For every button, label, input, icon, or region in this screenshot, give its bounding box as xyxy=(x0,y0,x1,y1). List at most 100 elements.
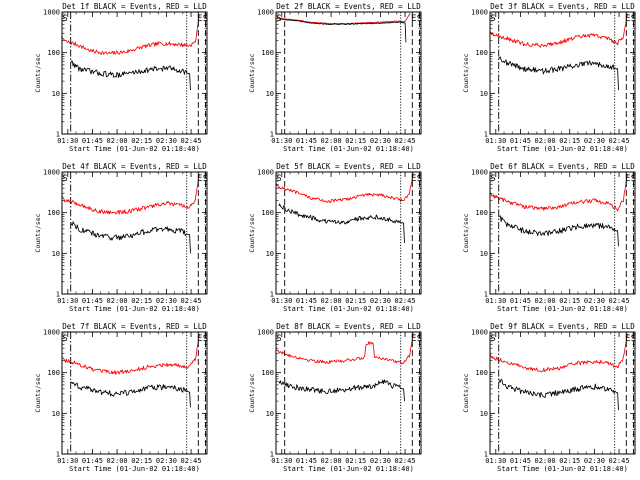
x-tick-label: 01:45 xyxy=(82,297,103,305)
chart-title: Det 5f BLACK = Events, RED = LLD xyxy=(276,162,421,171)
x-tick-label: 01:30 xyxy=(485,137,506,145)
y-tick-label: 1 xyxy=(56,291,60,299)
chart-title: Det 1f BLACK = Events, RED = LLD xyxy=(62,2,207,11)
x-tick-label: 02:45 xyxy=(181,457,202,465)
y-tick-label: 100 xyxy=(261,209,274,217)
x-tick-label: 01:45 xyxy=(510,457,531,465)
start-flag-right: S xyxy=(631,174,636,184)
y-axis-label: Counts/sec xyxy=(248,53,256,92)
start-flag-right: S xyxy=(417,14,422,24)
axes-frame xyxy=(489,11,636,135)
x-tick-label: 01:30 xyxy=(57,137,78,145)
axes-frame xyxy=(489,171,636,295)
end-flag: E xyxy=(197,334,202,344)
series-lld xyxy=(276,333,414,365)
x-tick-label: 02:45 xyxy=(395,457,416,465)
x-tick-label: 02:15 xyxy=(131,137,152,145)
y-axis-label: Counts/sec xyxy=(462,53,470,92)
y-tick-label: 1000 xyxy=(43,329,60,337)
chart-title: Det 8f BLACK = Events, RED = LLD xyxy=(276,322,421,331)
x-tick-label: 01:30 xyxy=(57,297,78,305)
end-flag: E xyxy=(625,14,630,24)
start-flag-right: S xyxy=(417,334,422,344)
chart-title: Det 7f BLACK = Events, RED = LLD xyxy=(62,322,207,331)
y-tick-label: 10 xyxy=(480,410,488,418)
y-axis-label: Counts/sec xyxy=(248,213,256,252)
chart-title: Det 4f BLACK = Events, RED = LLD xyxy=(62,162,207,171)
start-flag-right: S xyxy=(631,334,636,344)
y-tick-label: 10 xyxy=(52,410,60,418)
x-tick-label: 02:30 xyxy=(156,457,177,465)
y-tick-label: 100 xyxy=(475,369,488,377)
plot-area xyxy=(276,333,414,402)
y-axis-label: Counts/sec xyxy=(248,373,256,412)
series-lld xyxy=(62,14,200,55)
x-tick-label: 02:45 xyxy=(181,137,202,145)
chart-title: Det 3f BLACK = Events, RED = LLD xyxy=(490,2,635,11)
y-tick-label: 1 xyxy=(484,291,488,299)
y-tick-label: 100 xyxy=(475,49,488,57)
x-axis-label: Start Time (01-Jun-02 01:18:40) xyxy=(283,145,414,153)
y-tick-label: 1 xyxy=(56,131,60,139)
x-axis-label: Start Time (01-Jun-02 01:18:40) xyxy=(283,465,414,473)
end-flag: E xyxy=(411,334,416,344)
x-tick-label: 02:45 xyxy=(609,297,630,305)
chart-title: Det 9f BLACK = Events, RED = LLD xyxy=(490,322,635,331)
axes-frame xyxy=(275,171,422,295)
y-axis-label: Counts/sec xyxy=(34,213,42,252)
x-axis-label: Start Time (01-Jun-02 01:18:40) xyxy=(497,145,628,153)
y-tick-label: 1 xyxy=(270,131,274,139)
y-tick-label: 1000 xyxy=(471,169,488,177)
y-tick-label: 10 xyxy=(480,250,488,258)
x-axis-label: Start Time (01-Jun-02 01:18:40) xyxy=(69,145,200,153)
y-tick-label: 1000 xyxy=(43,169,60,177)
series-events xyxy=(70,381,191,408)
x-tick-label: 02:00 xyxy=(535,297,556,305)
start-flag-left: S xyxy=(62,174,67,184)
x-tick-label: 01:45 xyxy=(82,137,103,145)
y-axis-label: Counts/sec xyxy=(34,53,42,92)
x-tick-label: 02:15 xyxy=(345,297,366,305)
y-tick-label: 1 xyxy=(270,451,274,459)
y-tick-label: 1000 xyxy=(43,9,60,17)
end-flag: E xyxy=(197,14,202,24)
x-tick-label: 02:15 xyxy=(559,137,580,145)
series-lld xyxy=(276,12,411,25)
axes-frame xyxy=(489,331,636,455)
series-events xyxy=(278,203,405,244)
x-tick-label: 01:30 xyxy=(271,137,292,145)
series-lld xyxy=(490,333,628,373)
x-tick-label: 02:45 xyxy=(181,297,202,305)
y-tick-label: 1000 xyxy=(471,329,488,337)
start-flag-right: S xyxy=(631,14,636,24)
x-tick-label: 02:15 xyxy=(131,297,152,305)
start-flag-left: S xyxy=(276,14,281,24)
series-events xyxy=(498,215,619,247)
start-flag-right: S xyxy=(203,14,208,24)
end-flag: E xyxy=(625,174,630,184)
x-tick-label: 01:45 xyxy=(296,137,317,145)
plot-area xyxy=(490,13,628,91)
y-tick-label: 100 xyxy=(261,369,274,377)
start-flag-right: S xyxy=(417,174,422,184)
x-tick-label: 02:15 xyxy=(559,297,580,305)
end-flag: E xyxy=(625,334,630,344)
y-tick-label: 10 xyxy=(266,410,274,418)
x-tick-label: 01:45 xyxy=(296,457,317,465)
y-tick-label: 100 xyxy=(261,49,274,57)
start-flag-left: S xyxy=(276,334,281,344)
series-lld xyxy=(62,174,200,215)
x-tick-label: 01:45 xyxy=(296,297,317,305)
axes-frame xyxy=(275,11,422,135)
x-tick-label: 02:45 xyxy=(609,137,630,145)
start-flag-left: S xyxy=(490,334,495,344)
start-flag-left: S xyxy=(490,174,495,184)
